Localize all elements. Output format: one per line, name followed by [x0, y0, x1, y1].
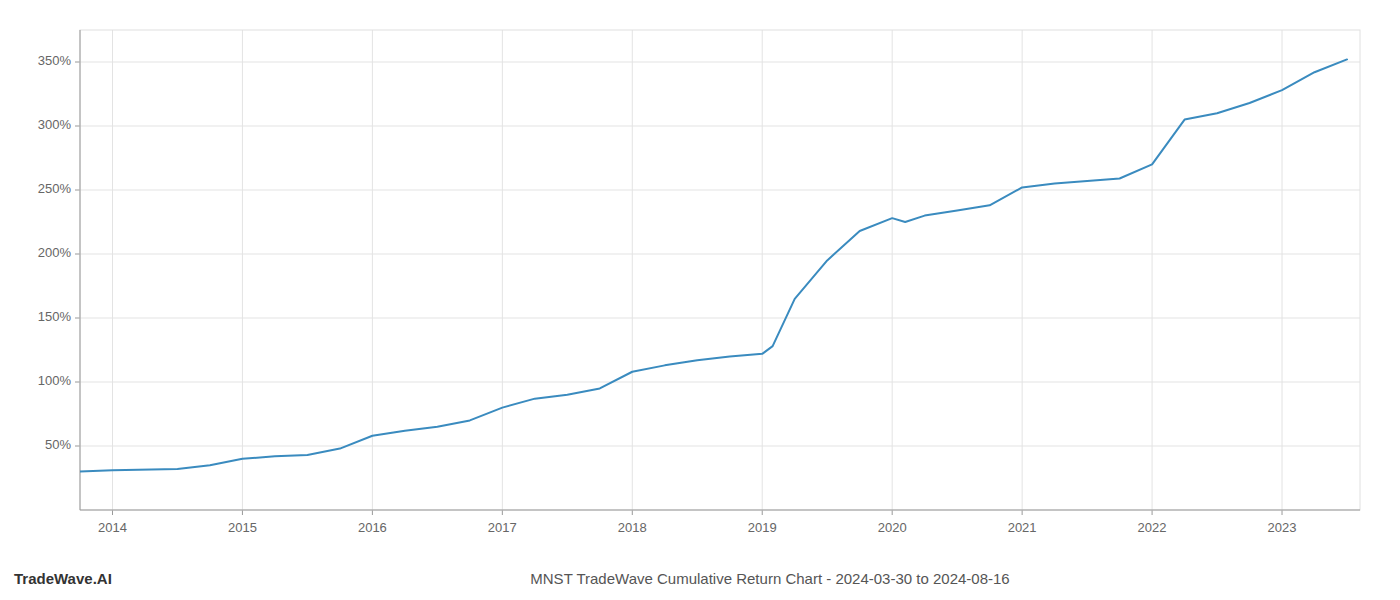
- y-grid-line: [80, 382, 1360, 383]
- x-tick: [502, 510, 503, 515]
- x-grid-line: [112, 30, 113, 510]
- axes: 50% 100% 150% 200% 250% 300% 350% 2014 2015 2016 2…: [38, 30, 1360, 535]
- y-tick-label: 50%: [45, 437, 71, 452]
- y-tick: [75, 382, 80, 383]
- y-grid-line: [80, 190, 1360, 191]
- y-tick-label: 200%: [38, 245, 72, 260]
- chart-svg: 50% 100% 150% 200% 250% 300% 350% 2014 2015 2016 2…: [0, 0, 1400, 600]
- x-tick: [1022, 510, 1023, 515]
- y-grid-line: [80, 254, 1360, 255]
- x-tick: [372, 510, 373, 515]
- x-grid-line: [632, 30, 633, 510]
- y-tick-label: 350%: [38, 53, 72, 68]
- x-tick-label: 2016: [358, 520, 387, 535]
- x-tick-label: 2017: [488, 520, 517, 535]
- y-grid-line: [80, 126, 1360, 127]
- y-tick-label: 150%: [38, 309, 72, 324]
- y-tick: [75, 126, 80, 127]
- y-grid-line: [80, 62, 1360, 63]
- y-grid-line: [80, 318, 1360, 319]
- x-tick-label: 2015: [228, 520, 257, 535]
- y-tick: [75, 62, 80, 63]
- x-tick-label: 2014: [98, 520, 127, 535]
- y-tick: [75, 318, 80, 319]
- x-grid-line: [502, 30, 503, 510]
- x-grid-line: [242, 30, 243, 510]
- x-tick: [1152, 510, 1153, 515]
- x-tick: [762, 510, 763, 515]
- x-tick: [1282, 510, 1283, 515]
- y-axis-line: [80, 30, 81, 510]
- plot-frame: [80, 30, 1360, 510]
- y-tick-label: 100%: [38, 373, 72, 388]
- data-line: [80, 59, 1347, 471]
- x-tick-label: 2022: [1138, 520, 1167, 535]
- x-tick: [242, 510, 243, 515]
- x-tick: [892, 510, 893, 515]
- watermark: TradeWave.AI: [14, 570, 112, 587]
- y-tick: [75, 190, 80, 191]
- y-tick-label: 300%: [38, 117, 72, 132]
- grid: [80, 30, 1360, 510]
- x-grid-line: [372, 30, 373, 510]
- x-axis-line: [80, 510, 1360, 511]
- x-grid-line: [892, 30, 893, 510]
- x-grid-line: [762, 30, 763, 510]
- y-tick: [75, 446, 80, 447]
- x-tick-label: 2023: [1268, 520, 1297, 535]
- x-tick: [112, 510, 113, 515]
- x-tick-label: 2020: [878, 520, 907, 535]
- plot-area: [80, 59, 1347, 471]
- chart-container: 50% 100% 150% 200% 250% 300% 350% 2014 2015 2016 2…: [0, 0, 1400, 600]
- chart-title: MNST TradeWave Cumulative Return Chart -…: [530, 570, 1009, 587]
- y-grid-line: [80, 446, 1360, 447]
- y-tick: [75, 254, 80, 255]
- x-grid-line: [1022, 30, 1023, 510]
- x-tick-label: 2019: [748, 520, 777, 535]
- x-grid-line: [1152, 30, 1153, 510]
- x-grid-line: [1282, 30, 1283, 510]
- y-tick-label: 250%: [38, 181, 72, 196]
- x-tick-label: 2018: [618, 520, 647, 535]
- x-tick: [632, 510, 633, 515]
- x-tick-label: 2021: [1008, 520, 1037, 535]
- background: [0, 0, 1400, 600]
